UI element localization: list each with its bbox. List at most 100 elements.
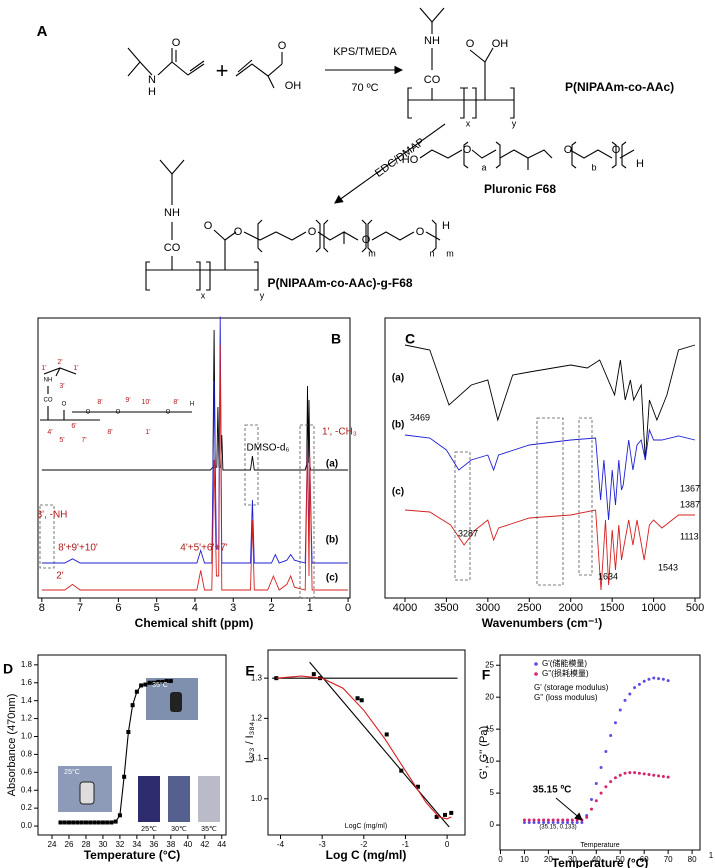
point	[633, 771, 637, 775]
point	[126, 730, 131, 735]
y-axis-title: I₃₇₃ / I₃₈₄	[244, 721, 256, 763]
point	[109, 820, 114, 825]
plot-frame	[37, 654, 227, 836]
trace-label: (b)	[326, 535, 339, 546]
point	[522, 818, 526, 822]
reagents: KPS/TMEDA	[333, 46, 397, 58]
vial	[79, 781, 95, 805]
point	[527, 818, 531, 822]
atom-label: CO	[424, 74, 441, 86]
x-tick-label: 40	[183, 840, 192, 849]
point	[434, 814, 439, 819]
point	[575, 818, 579, 822]
point	[594, 799, 598, 803]
x-tick-label: 0	[498, 855, 503, 864]
atom-label: O	[612, 144, 621, 156]
inset-atom: O	[62, 402, 67, 408]
point	[628, 692, 632, 696]
atom-label: H	[442, 220, 450, 232]
y-tick-label: 0.8	[21, 750, 33, 759]
plot-frame	[499, 654, 701, 851]
point	[160, 679, 165, 684]
x-axis-title: Chemical shift (ppm)	[135, 616, 254, 630]
point	[546, 821, 550, 825]
atom-label: y	[260, 290, 265, 300]
trace-label: (c)	[392, 487, 404, 498]
x-tick-label: 10	[520, 855, 529, 864]
peak-label: 1387	[680, 499, 700, 509]
inset-label: 9'	[125, 397, 130, 404]
atom-label: a	[481, 162, 486, 172]
photo-label: 35°C	[152, 681, 168, 689]
point	[537, 818, 541, 822]
inset-label: 4'	[47, 429, 52, 436]
point	[561, 821, 565, 825]
highlight-box	[39, 504, 55, 569]
point	[532, 818, 536, 822]
atom-label: y	[512, 118, 517, 128]
point	[561, 818, 565, 822]
x-tick-label: 4000	[393, 602, 417, 614]
point	[599, 791, 603, 795]
atom-label: O	[204, 220, 213, 232]
peak-label: 1113	[680, 531, 699, 541]
x-tick-label: 0	[445, 840, 450, 849]
vial-photo	[168, 776, 190, 822]
x-tick-label: 1	[307, 602, 313, 614]
point	[661, 677, 665, 681]
inset-label: 1'	[145, 429, 150, 436]
point	[113, 819, 118, 824]
point	[311, 672, 316, 677]
atom-label: b	[591, 162, 596, 172]
y-tick-label: 1.6	[21, 678, 33, 687]
x-tick-label: 36	[149, 840, 158, 849]
point	[556, 821, 560, 825]
x-tick-label: 3	[230, 602, 236, 614]
highlight-box	[454, 451, 471, 581]
point	[130, 703, 135, 708]
series-line	[309, 661, 450, 828]
atom-label: x	[466, 118, 471, 128]
point	[537, 821, 541, 825]
x-tick-label: 2500	[517, 602, 541, 614]
coupling: EDC/DMAP	[373, 136, 427, 180]
point	[151, 680, 156, 685]
peak-annotation: 2'	[56, 571, 64, 582]
product-name: P(NIPAAm-co-AAc)-g-F68	[267, 276, 412, 290]
point	[522, 821, 526, 825]
point	[415, 784, 420, 789]
trace-label: (c)	[326, 573, 338, 584]
inset-label: 1'	[73, 365, 78, 372]
point	[604, 750, 608, 754]
point	[585, 815, 589, 819]
point	[618, 708, 622, 712]
x-tick-label: 500	[686, 602, 704, 614]
atom-label: H	[148, 86, 156, 98]
y-tick-label: 15	[485, 724, 494, 733]
point	[637, 682, 641, 686]
photo-label: 30℃	[171, 826, 187, 833]
peak-annotation: 1', -CH₃	[322, 427, 357, 438]
point	[637, 771, 641, 775]
y-tick-label: 0.4	[21, 785, 33, 794]
point	[613, 721, 617, 725]
highlight-box	[536, 417, 564, 586]
point	[532, 821, 536, 825]
point	[604, 785, 608, 789]
point	[139, 683, 144, 688]
x-axis-title: Temperature (°C)	[552, 856, 649, 868]
point	[75, 820, 80, 825]
point	[666, 679, 670, 683]
peak-annotation: 4'+5'+6'+7'	[180, 543, 227, 554]
x-tick-label: 28	[82, 840, 91, 849]
y-tick-label: 25	[485, 660, 494, 669]
point	[589, 797, 593, 801]
point	[609, 780, 613, 784]
point	[657, 677, 661, 681]
point	[652, 676, 656, 680]
y-tick-label: 5	[490, 788, 495, 797]
atom-label: n	[429, 248, 434, 258]
point	[449, 810, 454, 815]
y-tick-label: 20	[485, 692, 494, 701]
